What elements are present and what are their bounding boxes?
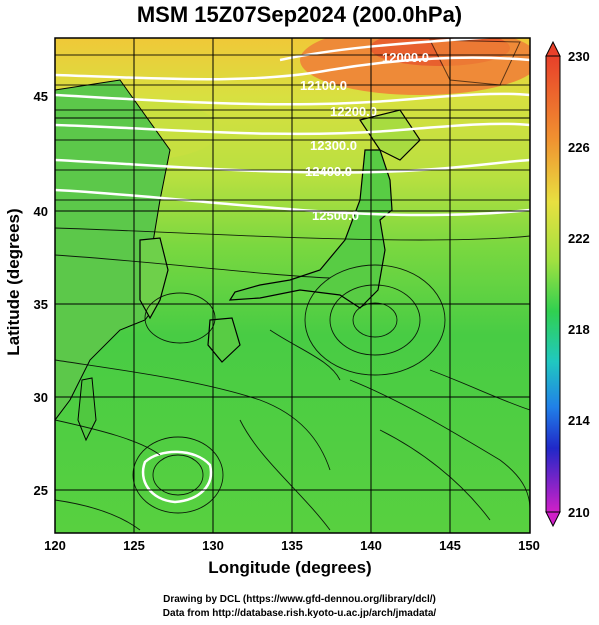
- contour-label-12500: 12500.0: [312, 208, 359, 223]
- contour-label-12400: 12400.0: [305, 164, 352, 179]
- contour-label-12300: 12300.0: [310, 138, 357, 153]
- kyushu: [207, 317, 241, 363]
- colorbar-tick-210: 210: [568, 505, 590, 520]
- y-tick-25: 25: [34, 483, 48, 498]
- y-tick-45: 45: [34, 89, 48, 104]
- map-title: MSM 15Z07Sep2024 (200.0hPa): [136, 2, 463, 27]
- contour-label-12000: 12000.0: [382, 50, 429, 65]
- y-axis-ticks: 25 30 35 40 45: [34, 89, 48, 498]
- y-axis-label: Latitude (degrees): [4, 208, 23, 356]
- colorbar-tick-230: 230: [568, 49, 590, 64]
- korean-peninsula: [139, 237, 169, 320]
- colorbar-tick-222: 222: [568, 231, 590, 246]
- x-tick-130: 130: [202, 538, 224, 553]
- colorbar-scale: [545, 55, 561, 513]
- footer-credit-data: Data from http://database.rish.kyoto-u.a…: [162, 608, 437, 619]
- x-tick-125: 125: [123, 538, 145, 553]
- footer-credit-dcl: Drawing by DCL (https://www.gfd-dennou.o…: [163, 594, 436, 605]
- y-tick-40: 40: [34, 204, 48, 219]
- colorbar-ticks: 230 226 222 218 214 210: [568, 49, 590, 520]
- hokkaido: [359, 109, 421, 161]
- plot-frame: [54, 37, 531, 534]
- y-tick-35: 35: [34, 297, 48, 312]
- japan-honshu: [228, 149, 393, 309]
- x-tick-135: 135: [281, 538, 303, 553]
- contour-label-12100: 12100.0: [300, 78, 347, 93]
- x-axis-label: Longitude (degrees): [208, 558, 372, 577]
- x-tick-145: 145: [439, 538, 461, 553]
- contour-labels: 12000.0 12100.0 12200.0 12300.0 12400.0 …: [300, 50, 429, 223]
- taiwan: [77, 377, 97, 442]
- y-tick-30: 30: [34, 390, 48, 405]
- graticule: [55, 38, 530, 533]
- x-tick-140: 140: [360, 538, 382, 553]
- x-tick-120: 120: [44, 538, 66, 553]
- colorbar-bottom-arrow: [545, 511, 561, 528]
- colorbar-tick-218: 218: [568, 322, 590, 337]
- map-plot-area: 12000.0 12100.0 12200.0 12300.0 12400.0 …: [55, 38, 530, 533]
- colorbar: 230 226 222 218 214 210: [545, 40, 590, 528]
- colorbar-tick-226: 226: [568, 140, 590, 155]
- colorbar-top-arrow: [545, 40, 561, 57]
- colorbar-tick-214: 214: [568, 413, 590, 428]
- contour-label-12200: 12200.0: [330, 104, 377, 119]
- x-axis-ticks: 120 125 130 135 140 145 150: [44, 538, 540, 553]
- x-tick-150: 150: [518, 538, 540, 553]
